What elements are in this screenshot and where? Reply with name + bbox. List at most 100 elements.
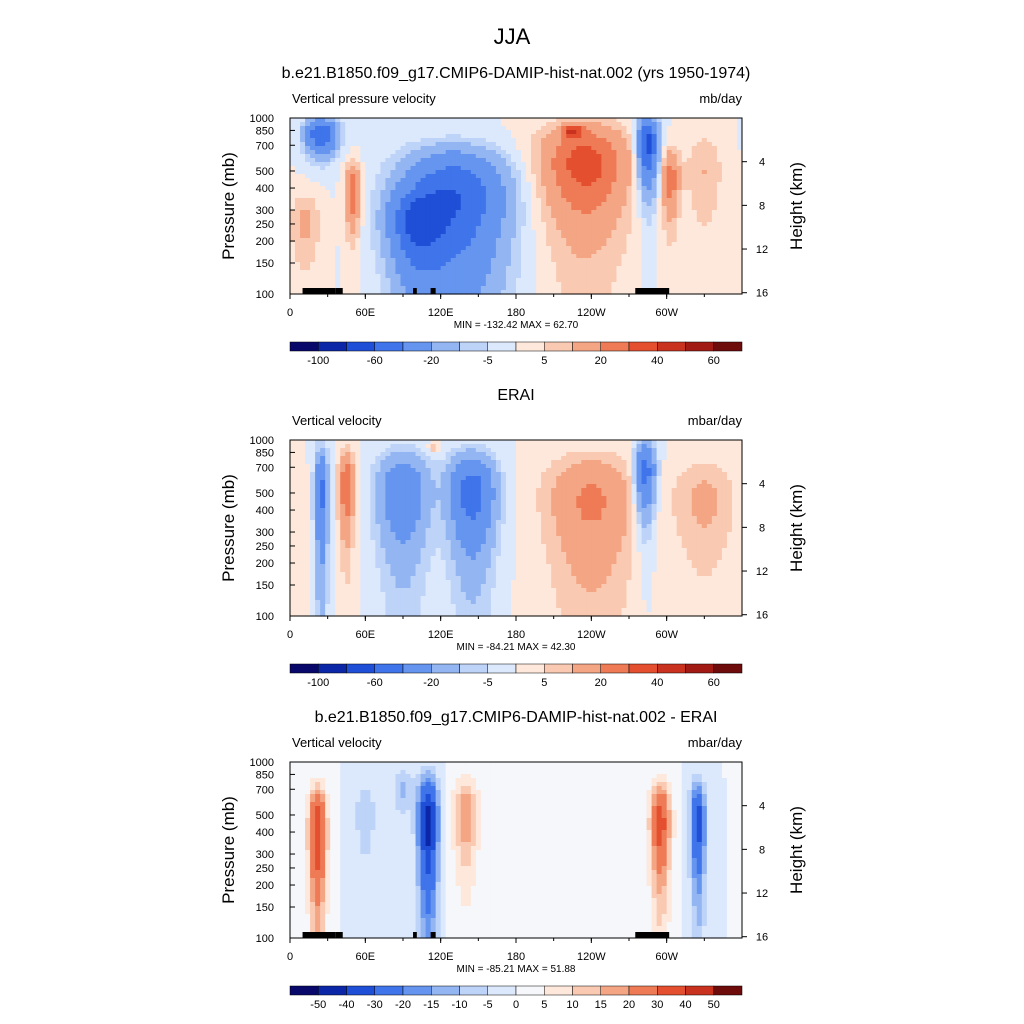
height-tick-label: 16 xyxy=(756,932,768,944)
colorbar-label: 60 xyxy=(708,677,720,689)
contour-field xyxy=(290,762,743,939)
colorbar-swatch xyxy=(402,341,432,352)
colorbar-swatch xyxy=(289,985,319,996)
colorbar-swatch xyxy=(318,341,347,352)
height-tick-label: 12 xyxy=(756,888,768,900)
contour-field xyxy=(290,118,743,295)
y-tick-label: 250 xyxy=(256,863,274,875)
colorbar-swatch xyxy=(572,985,601,996)
colorbar-swatch xyxy=(713,985,743,996)
colorbar-label: 60 xyxy=(708,355,720,367)
colorbar-label: -20 xyxy=(395,999,411,1011)
y-tick-label: 1000 xyxy=(250,757,274,769)
colorbar-swatch xyxy=(487,985,517,996)
colorbar-label: 50 xyxy=(708,999,720,1011)
topography-block xyxy=(325,932,336,938)
colorbar-swatch xyxy=(515,341,545,352)
colorbar-label: 15 xyxy=(595,999,607,1011)
x-tick-label: 60E xyxy=(356,307,376,319)
colorbar-swatch xyxy=(544,663,573,674)
colorbar-swatch xyxy=(657,341,686,352)
units-label: mbar/day xyxy=(688,735,743,750)
colorbar-swatch xyxy=(289,341,319,352)
y-tick-label: 1000 xyxy=(250,435,274,447)
x-tick-label: 120E xyxy=(428,307,454,319)
colorbar-label: -10 xyxy=(452,999,468,1011)
colorbar-label: 20 xyxy=(595,355,607,367)
colorbar-swatch xyxy=(657,985,686,996)
topography-block xyxy=(325,288,336,294)
colorbar-swatch xyxy=(544,985,573,996)
topography-block xyxy=(302,932,328,938)
colorbar-swatch xyxy=(600,341,630,352)
colorbar-swatch xyxy=(600,663,630,674)
colorbar-swatch xyxy=(459,985,488,996)
colorbar-swatch xyxy=(544,341,573,352)
y-tick-label: 200 xyxy=(256,236,274,248)
x-tick-label: 0 xyxy=(287,629,293,641)
height-tick-label: 12 xyxy=(756,244,768,256)
x-tick-label: 120W xyxy=(577,629,606,641)
y-tick-label: 700 xyxy=(256,784,274,796)
colorbar-swatch xyxy=(431,985,460,996)
colorbar-label: 20 xyxy=(595,677,607,689)
colorbar-swatch xyxy=(487,663,517,674)
colorbar: -50 -40 -30 -20 -15 -10 -5 0 5 10 15 20 30 40 50 xyxy=(289,985,743,1011)
colorbar: -100 -60 -20 -5 5 20 40 60 xyxy=(289,341,743,367)
y-tick-label: 700 xyxy=(256,140,274,152)
topography-block xyxy=(430,932,436,938)
x-tick-label: 180 xyxy=(507,951,525,963)
topography-block xyxy=(335,288,343,294)
x-tick-label: 120E xyxy=(428,629,454,641)
y-tick-label: 500 xyxy=(256,488,274,500)
y-tick-label: 250 xyxy=(256,219,274,231)
colorbar-swatch xyxy=(374,341,404,352)
x-tick-label: 60W xyxy=(655,307,678,319)
colorbar-label: 20 xyxy=(623,999,635,1011)
colorbar-swatch xyxy=(685,985,714,996)
panels: b.e21.B1850.f09_g17.CMIP6-DAMIP-hist-nat… xyxy=(219,65,806,1011)
colorbar-swatch xyxy=(374,985,404,996)
topography-block xyxy=(430,288,436,294)
height-tick-label: 4 xyxy=(759,801,765,813)
y-tick-label: 850 xyxy=(256,125,274,137)
colorbar-label: -20 xyxy=(423,677,439,689)
colorbar-label: 40 xyxy=(679,999,691,1011)
colorbar-swatch xyxy=(572,663,601,674)
colorbar-swatch xyxy=(346,341,375,352)
x-tick-label: 120W xyxy=(577,307,606,319)
y-tick-label: 150 xyxy=(256,258,274,270)
height-tick-label: 8 xyxy=(759,200,765,212)
x-tick-label: 60W xyxy=(655,629,678,641)
y-tick-label: 1000 xyxy=(250,113,274,125)
colorbar-label: 30 xyxy=(651,999,663,1011)
colorbar-swatch xyxy=(685,663,714,674)
chart-panel-3: b.e21.B1850.f09_g17.CMIP6-DAMIP-hist-nat… xyxy=(219,709,806,1011)
colorbar-swatch xyxy=(402,663,432,674)
min-max-stats: MIN = -84.21 MAX = 42.30 xyxy=(457,642,576,653)
y-tick-label: 250 xyxy=(256,541,274,553)
y-axis-right-label: Height (km) xyxy=(787,806,806,894)
y-tick-label: 300 xyxy=(256,205,274,217)
colorbar-label: -30 xyxy=(367,999,383,1011)
y-tick-label: 400 xyxy=(256,827,274,839)
topography-block xyxy=(635,932,670,938)
topography-block xyxy=(413,932,417,938)
y-tick-label: 850 xyxy=(256,447,274,459)
colorbar-swatch xyxy=(628,341,658,352)
colorbar-swatch xyxy=(431,663,460,674)
y-tick-label: 200 xyxy=(256,880,274,892)
colorbar-label: -15 xyxy=(423,999,439,1011)
colorbar-label: 40 xyxy=(651,677,663,689)
topography-block xyxy=(302,288,328,294)
y-tick-label: 500 xyxy=(256,166,274,178)
y-tick-label: 150 xyxy=(256,902,274,914)
y-axis-label: Pressure (mb) xyxy=(219,796,238,904)
colorbar-label: -40 xyxy=(339,999,355,1011)
contour-field xyxy=(290,440,743,617)
y-tick-label: 700 xyxy=(256,462,274,474)
y-axis-right-label: Height (km) xyxy=(787,162,806,250)
colorbar-label: 5 xyxy=(541,677,547,689)
y-tick-label: 150 xyxy=(256,580,274,592)
